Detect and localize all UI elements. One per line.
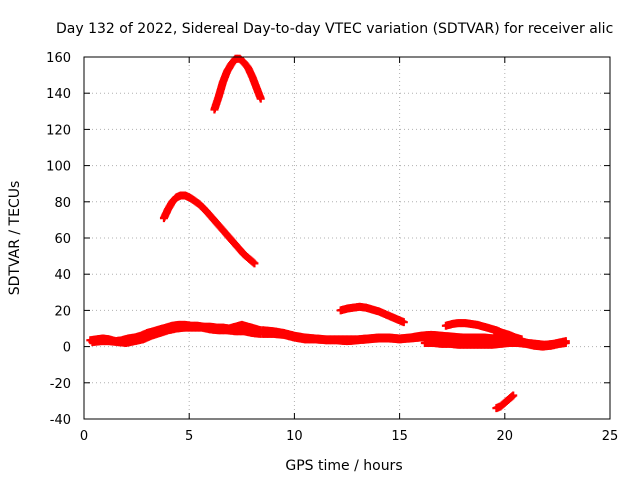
data-layer <box>86 54 570 413</box>
x-tick-label: 25 <box>602 429 619 444</box>
data-point <box>561 337 570 346</box>
data-point <box>509 391 518 400</box>
y-tick-label: 160 <box>46 51 71 66</box>
series-arc-minor-hump-13h <box>336 302 408 327</box>
y-tick-label: 80 <box>54 196 71 211</box>
x-tick-label: 15 <box>391 429 408 444</box>
y-tick-label: -20 <box>50 377 71 392</box>
y-tick-label: 100 <box>46 160 71 175</box>
series-arc-main-band-2 <box>88 323 265 347</box>
x-tick-label: 10 <box>286 429 303 444</box>
y-tick-label: -40 <box>50 413 71 428</box>
data-point <box>256 94 265 103</box>
data-point <box>250 259 259 268</box>
x-tick-label: 20 <box>497 429 514 444</box>
x-axis-label: GPS time / hours <box>285 458 402 474</box>
x-tick-label: 5 <box>185 429 193 444</box>
grid-lines <box>84 57 610 419</box>
y-tick-label: 20 <box>54 304 71 319</box>
series-arc-minor-hump-18h <box>441 319 526 344</box>
series-arc-negative <box>492 391 518 413</box>
series-arc-high-peak <box>210 54 265 114</box>
y-tick-label: 120 <box>46 123 71 138</box>
x-tick-label: 0 <box>80 429 88 444</box>
data-point <box>399 318 408 327</box>
series-arc-mid-peak <box>159 191 259 268</box>
axis-ticks: 0 5 10 15 20 25 -40 -20 0 20 40 60 80 100 120 140 160 <box>46 51 618 444</box>
chart-title: Day 132 of 2022, Sidereal Day-to-day VTE… <box>56 21 613 37</box>
y-axis-label: SDTVAR / TECUs <box>7 181 23 296</box>
y-tick-label: 0 <box>63 341 71 356</box>
y-tick-label: 140 <box>46 87 71 102</box>
y-tick-label: 40 <box>54 268 71 283</box>
data-point <box>517 335 526 344</box>
y-tick-label: 60 <box>54 232 71 247</box>
